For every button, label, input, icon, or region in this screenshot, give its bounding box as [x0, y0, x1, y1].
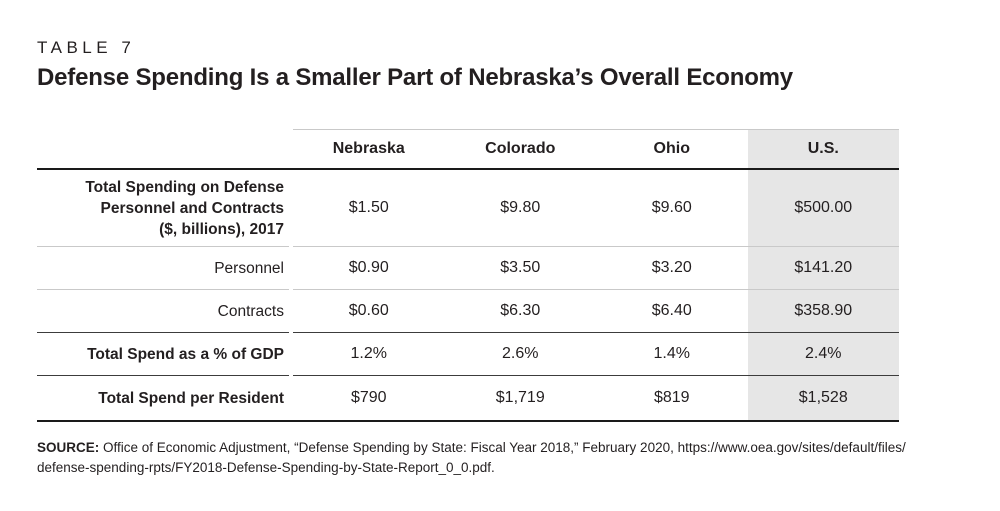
table-row: Contracts $0.60 $6.30 $6.40 $358.90 — [37, 290, 899, 333]
value-cell: $500.00 — [747, 170, 899, 246]
table-row: Total Spend as a % of GDP 1.2% 2.6% 1.4% 2.… — [37, 333, 899, 376]
value-cell: 2.4% — [747, 333, 899, 375]
source-text-line1: Office of Economic Adjustment, “Defense … — [99, 440, 906, 455]
row-label: Personnel — [37, 247, 289, 290]
table-row: Total Spending on Defense Personnel and … — [37, 170, 899, 247]
page-content: TABLE 7 Defense Spending Is a Smaller Pa… — [37, 38, 982, 478]
defense-spending-table: Nebraska Colorado Ohio U.S. Total Spending … — [37, 129, 899, 422]
table-header-row: Nebraska Colorado Ohio U.S. — [37, 129, 899, 168]
header-spacer-cell — [37, 129, 289, 168]
value-cell: 1.4% — [653, 345, 690, 362]
header-divider-rule — [37, 168, 899, 170]
row-cells: $1.50 $9.80 $9.60 $500.00 — [293, 170, 899, 247]
value-cell: $3.20 — [651, 259, 692, 276]
value-cell: $141.20 — [747, 247, 899, 289]
row-label: Total Spend per Resident — [98, 389, 284, 407]
value-cell: $0.60 — [348, 302, 389, 319]
value-cell: $790 — [350, 389, 387, 406]
page-title: Defense Spending Is a Smaller Part of Ne… — [37, 64, 793, 91]
value-cell: $1.50 — [348, 199, 389, 216]
table-number-label: TABLE 7 — [37, 38, 136, 57]
value-cell: $358.90 — [747, 290, 899, 332]
row-label: Total Spending on Defense Personnel and … — [37, 170, 289, 247]
source-note: SOURCE: Office of Economic Adjustment, “… — [37, 438, 982, 478]
row-label: Total Spend as a % of GDP — [37, 333, 289, 376]
table-bottom-rule — [37, 420, 899, 422]
row-cells: $790 $1,719 $819 $1,528 — [293, 376, 899, 420]
column-header: Nebraska — [332, 140, 405, 157]
header-cells: Nebraska Colorado Ohio U.S. — [293, 129, 899, 168]
row-cells: $0.60 $6.30 $6.40 $358.90 — [293, 290, 899, 333]
table-row: Personnel $0.90 $3.50 $3.20 $141.20 — [37, 247, 899, 290]
value-cell: $9.60 — [651, 199, 692, 216]
column-header: Colorado — [485, 140, 556, 157]
source-text-line2: defense-spending-rpts/FY2018-Defense-Spe… — [37, 460, 495, 475]
column-header: Ohio — [653, 140, 690, 157]
value-cell: $0.90 — [348, 259, 389, 276]
value-cell: $1,719 — [495, 389, 545, 406]
value-cell: $9.80 — [500, 199, 541, 216]
value-cell: $3.50 — [500, 259, 541, 276]
row-cells: 1.2% 2.6% 1.4% 2.4% — [293, 333, 899, 376]
value-cell: 2.6% — [502, 345, 539, 362]
value-cell: $6.40 — [651, 302, 692, 319]
table-row: Total Spend per Resident $790 $1,719 $819 $… — [37, 376, 899, 420]
column-header: U.S. — [747, 130, 899, 168]
value-cell: $1,528 — [747, 376, 899, 420]
value-cell: $819 — [653, 389, 690, 406]
table-body: Total Spending on Defense Personnel and … — [37, 170, 899, 420]
row-label: Contracts — [37, 290, 289, 333]
row-cells: $0.90 $3.50 $3.20 $141.20 — [293, 247, 899, 290]
value-cell: $6.30 — [500, 302, 541, 319]
source-label: SOURCE: — [37, 440, 100, 455]
value-cell: 1.2% — [350, 345, 387, 362]
